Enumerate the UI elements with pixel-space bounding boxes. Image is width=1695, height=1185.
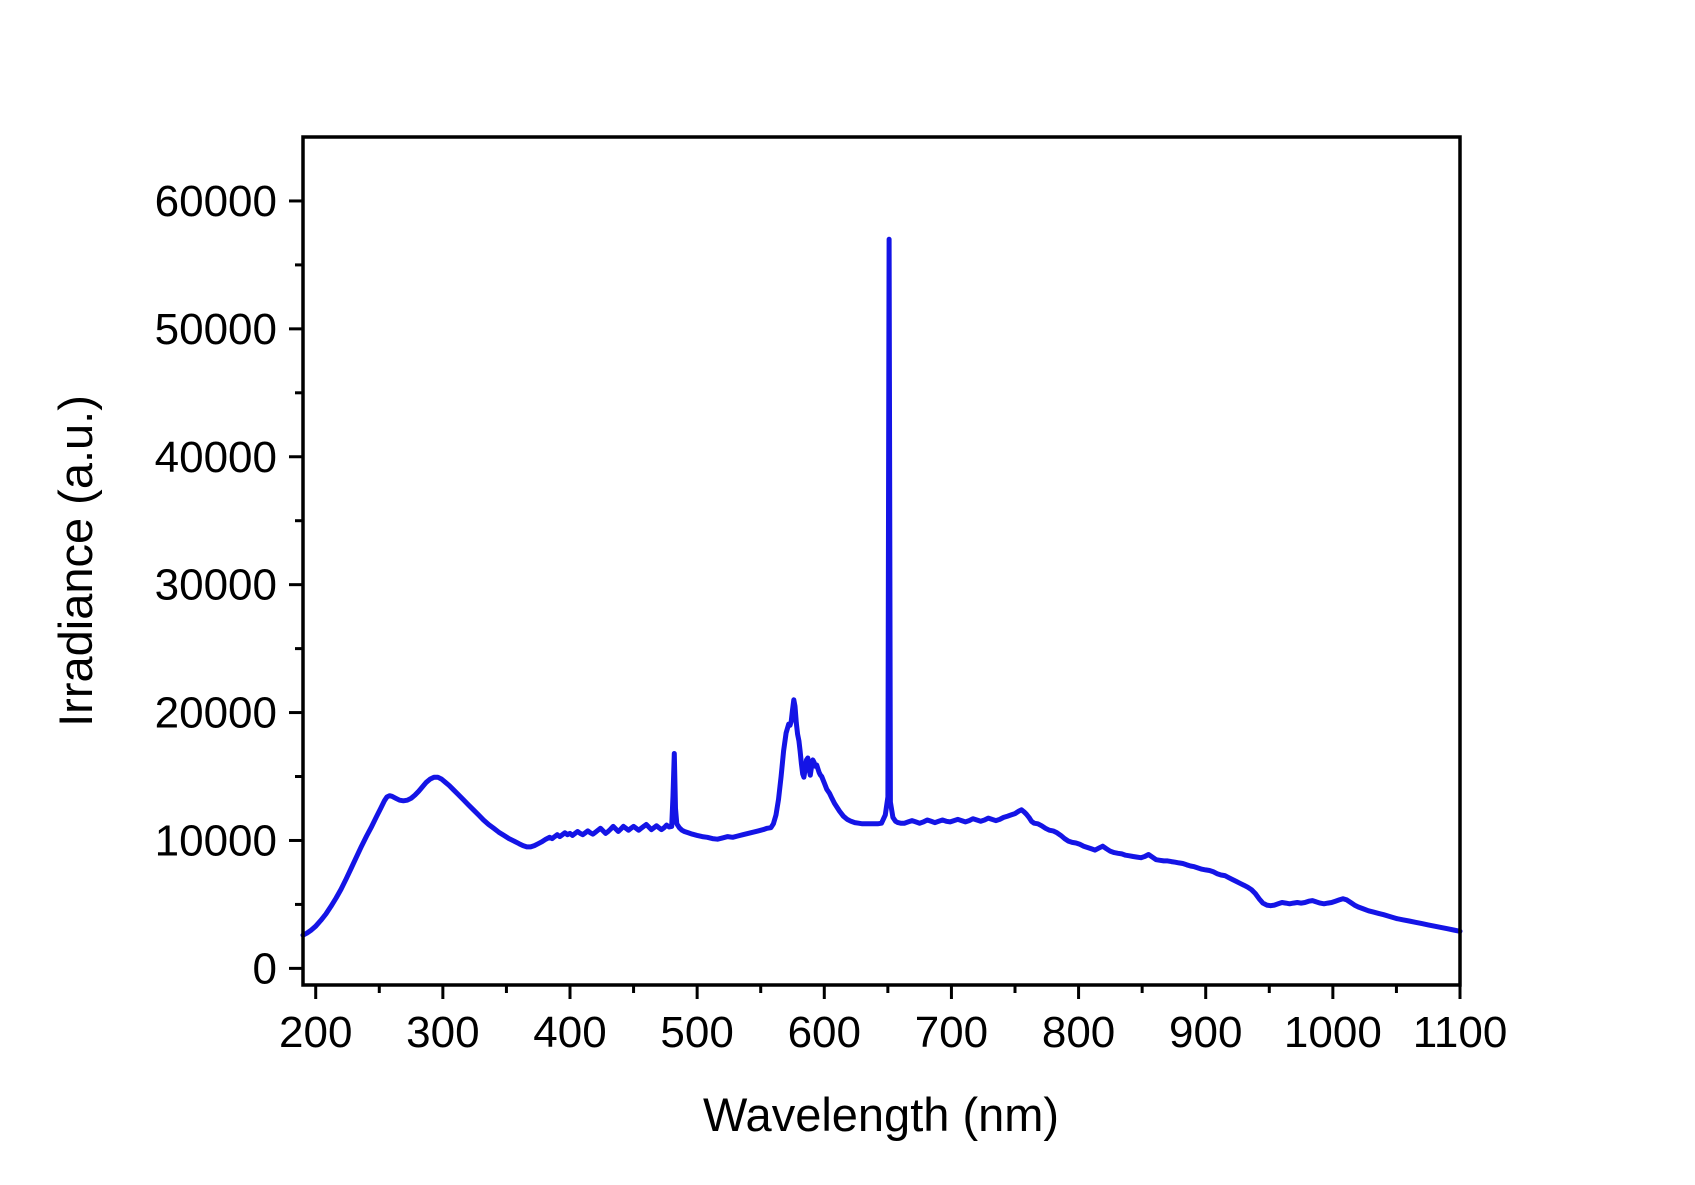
x-axis-tick-labels: 200 300 400 500 600 700 800 900 1000 1100	[279, 1008, 1507, 1057]
x-axis-title: Wavelength (nm)	[703, 1088, 1059, 1141]
x-axis-ticks	[314, 985, 1462, 999]
y-tick-label: 20000	[155, 689, 277, 738]
x-tick-label: 500	[660, 1008, 733, 1057]
y-axis-tick-labels: 0 10000 20000 30000 40000 50000 60000	[155, 177, 277, 993]
y-tick-label: 0	[253, 944, 277, 993]
y-axis-title: Irradiance (a.u.)	[49, 395, 102, 727]
y-axis-ticks	[289, 199, 303, 970]
x-tick-label: 200	[279, 1008, 352, 1057]
x-tick-label: 900	[1169, 1008, 1242, 1057]
x-tick-label: 300	[406, 1008, 479, 1057]
y-tick-label: 10000	[155, 816, 277, 865]
y-tick-label: 50000	[155, 305, 277, 354]
spectrum-line	[300, 236, 1463, 938]
x-tick-label: 600	[788, 1008, 861, 1057]
y-tick-label: 60000	[155, 177, 277, 226]
y-tick-label: 40000	[155, 433, 277, 482]
x-tick-label: 1000	[1284, 1008, 1382, 1057]
x-tick-label: 700	[915, 1008, 988, 1057]
x-tick-label: 1100	[1413, 1008, 1508, 1057]
y-tick-label: 30000	[155, 561, 277, 610]
x-tick-label: 800	[1042, 1008, 1115, 1057]
x-tick-label: 400	[533, 1008, 606, 1057]
plot-frame	[301, 135, 1462, 987]
